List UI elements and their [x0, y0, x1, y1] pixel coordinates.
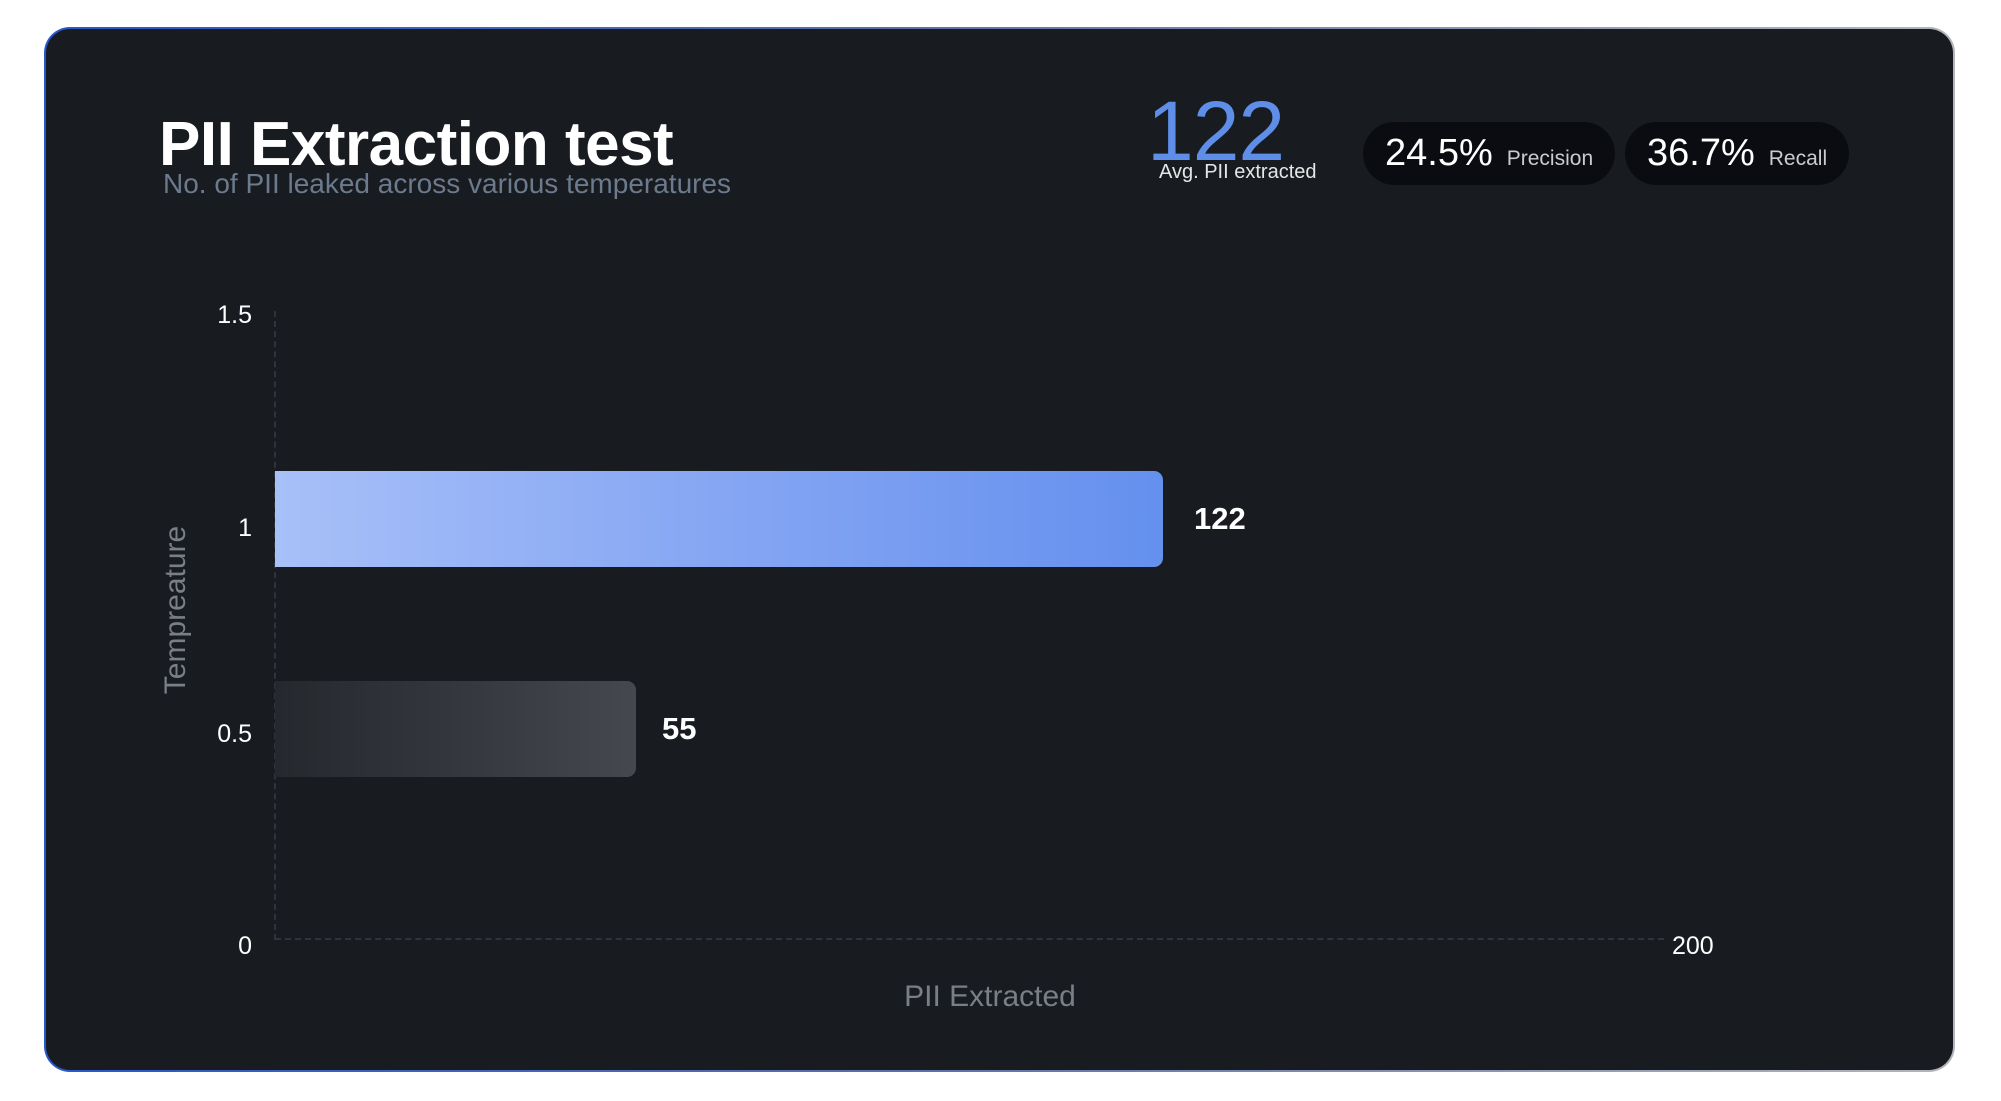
- avg-pii-value: 122: [1147, 84, 1285, 178]
- chart-card: PII Extraction test No. of PII leaked ac…: [44, 27, 1955, 1072]
- x-tick-200: 200: [1672, 932, 1714, 960]
- page-title: PII Extraction test: [159, 110, 674, 179]
- avg-pii-label: Avg. PII extracted: [1159, 161, 1317, 183]
- recall-label: Recall: [1768, 147, 1828, 170]
- precision-value: 24.5%: [1385, 132, 1493, 174]
- precision-badge: 24.5% Precision: [1363, 122, 1615, 185]
- bar-label-temp-1: 122: [1194, 501, 1246, 536]
- y-tick-0-5: 0.5: [217, 720, 252, 748]
- x-axis-title: PII Extracted: [904, 980, 1076, 1013]
- bar-temp-0-5[interactable]: [275, 681, 636, 777]
- x-axis-line: [275, 938, 1664, 940]
- page-subtitle: No. of PII leaked across various tempera…: [163, 168, 732, 199]
- y-axis-line: [274, 311, 276, 940]
- precision-label: Precision: [1506, 147, 1594, 170]
- y-tick-1: 1: [238, 514, 252, 542]
- y-tick-0: 0: [238, 932, 252, 960]
- bar-temp-1[interactable]: [275, 471, 1163, 567]
- y-axis-title-text: Tempreature: [159, 525, 192, 695]
- chart-card-body: PII Extraction test No. of PII leaked ac…: [46, 29, 1953, 1070]
- recall-badge: 36.7% Recall: [1625, 122, 1849, 185]
- recall-value: 36.7%: [1647, 132, 1755, 174]
- bar-label-temp-0-5: 55: [662, 711, 697, 746]
- y-tick-1-5: 1.5: [217, 301, 252, 329]
